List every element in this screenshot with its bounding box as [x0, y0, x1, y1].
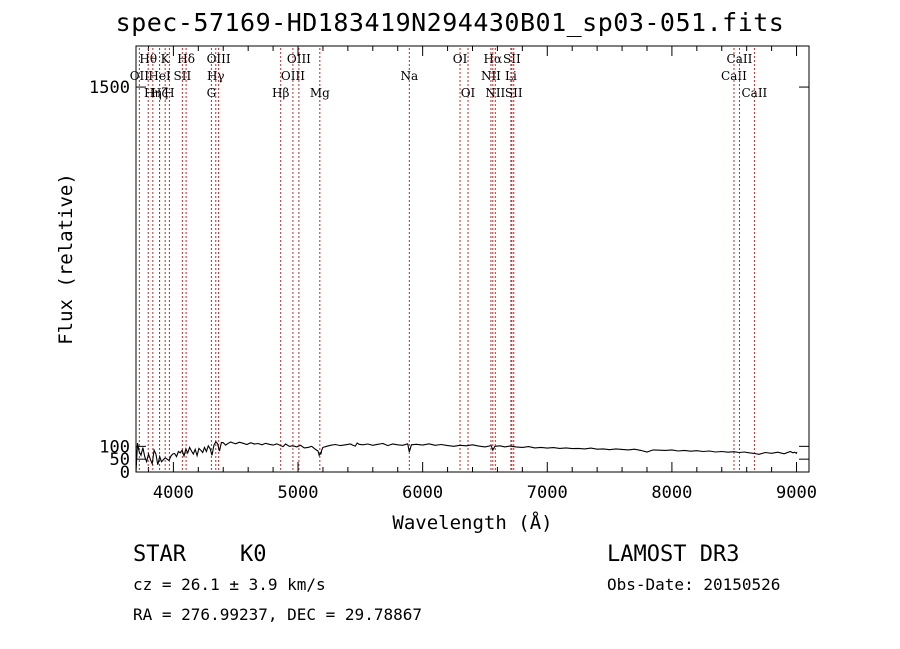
spectral-line-label: OI: [461, 86, 476, 100]
spectral-line-label: CaII: [741, 86, 767, 100]
object-subclass: K0: [240, 542, 267, 567]
plot-frame: [135, 45, 810, 473]
spectral-line-label: CaII: [727, 52, 753, 66]
spectral-line-label: Li: [505, 69, 517, 83]
spectral-line-label: OI: [453, 52, 468, 66]
spectral-line-label: SII: [503, 52, 521, 66]
spectral-line-label: Hθ: [139, 52, 157, 66]
x-tick-label: 5000: [278, 483, 319, 503]
object-class: STAR: [133, 542, 186, 567]
spectrum-line: [135, 440, 798, 473]
y-tick-label: 50: [110, 450, 130, 470]
spectral-line-label: OIII: [207, 52, 231, 66]
x-tick-label: 4000: [153, 483, 194, 503]
y-tick-label: 1500: [89, 78, 130, 98]
spectral-line-label: H: [164, 86, 174, 100]
y-tick-label: 100: [99, 437, 130, 457]
x-axis-label: Wavelength (Å): [392, 511, 552, 534]
spectral-line-label: Hβ: [272, 86, 289, 100]
spectral-line-label: SII: [505, 86, 523, 100]
y-axis-label: Flux (relative): [55, 173, 77, 345]
spectral-line-label: CaII: [721, 69, 747, 83]
coordinates: RA = 276.99237, DEC = 29.78867: [133, 605, 422, 624]
x-tick-label: 6000: [402, 483, 443, 503]
y-tick-label: 0: [120, 463, 130, 483]
spectral-line-label: Na: [400, 69, 418, 83]
spectral-line-label: Hδ: [177, 52, 195, 66]
spectral-line-label: HeI: [148, 69, 171, 83]
redshift-velocity: cz = 26.1 ± 3.9 km/s: [133, 575, 326, 594]
spectral-line-label: OIII: [287, 52, 311, 66]
spectral-line-label: NII: [481, 69, 501, 83]
x-tick-label: 8000: [651, 483, 692, 503]
spectral-line-label: Hγ: [207, 69, 225, 83]
spectral-line-label: SII: [174, 69, 192, 83]
spectral-line-label: Mg: [310, 86, 330, 100]
observation-date: Obs-Date: 20150526: [607, 575, 781, 594]
chart-title: spec-57169-HD183419N294430B01_sp03-051.f…: [115, 8, 785, 37]
spectral-line-label: G: [207, 86, 217, 100]
spectral-line-label: OIII: [281, 69, 305, 83]
x-tick-label: 9000: [776, 483, 817, 503]
spectral-line-label: Hα: [484, 52, 503, 66]
spectral-line-label: Hη: [144, 86, 162, 100]
spectral-line-label: OII: [130, 69, 150, 83]
spectral-line-label: K: [161, 52, 171, 66]
survey-name: LAMOST DR3: [607, 542, 740, 567]
spectral-line-label: NII: [485, 86, 505, 100]
x-tick-label: 7000: [527, 483, 568, 503]
